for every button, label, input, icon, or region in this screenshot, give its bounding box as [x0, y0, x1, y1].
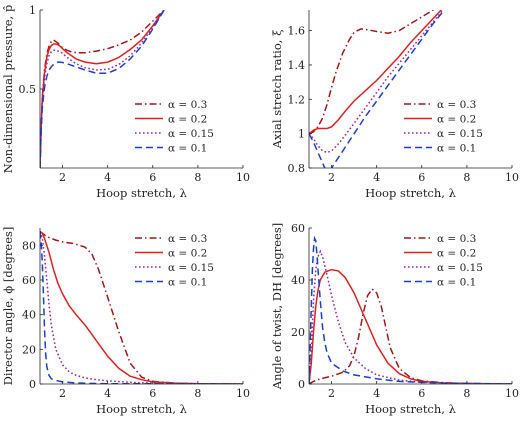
legend-director: α = 0.3 α = 0.2 α = 0.15 α = 0.1 — [135, 233, 214, 289]
legend-label: α = 0.1 — [168, 143, 207, 155]
legend-label: α = 0.1 — [437, 277, 476, 289]
legend-label: α = 0.1 — [437, 143, 476, 155]
y-tick-label: 0.8 — [288, 162, 306, 175]
x-tick-label: 6 — [418, 171, 425, 184]
x-axis-label: Hoop stretch, λ — [365, 402, 456, 416]
series-line-director-1 — [40, 230, 243, 384]
x-tick-label: 8 — [194, 171, 201, 184]
legend-label: α = 0.2 — [168, 248, 207, 260]
x-tick-label: 2 — [59, 387, 66, 400]
legend-label: α = 0.2 — [168, 114, 207, 126]
series-line-axial-1 — [309, 10, 443, 135]
x-tick-label: 10 — [236, 171, 250, 184]
legend-label: α = 0.15 — [437, 262, 483, 274]
y-tick-label: 60 — [22, 274, 36, 287]
series-line-pressure-2 — [40, 10, 165, 168]
y-tick-label: 20 — [291, 326, 305, 339]
legend-label: α = 0.2 — [437, 114, 476, 126]
y-axis-label: Non-dimensional pressure, p̂ — [1, 5, 15, 173]
series-line-twist-2 — [309, 249, 512, 384]
x-axis-label: Hoop stretch, λ — [96, 186, 187, 200]
legend-label: α = 0.1 — [168, 277, 207, 289]
legend-label: α = 0.3 — [168, 99, 207, 111]
series-line-axial-0 — [309, 10, 435, 135]
series-line-pressure-3 — [40, 10, 165, 168]
series-line-twist-1 — [309, 268, 512, 384]
x-tick-label: 6 — [149, 387, 156, 400]
legend-label: α = 0.3 — [437, 99, 476, 111]
legend-pressure: α = 0.3 α = 0.2 α = 0.15 α = 0.1 — [135, 99, 214, 155]
series-line-pressure-1 — [40, 10, 165, 168]
x-tick-label: 2 — [59, 171, 66, 184]
y-tick-label: 1.2 — [288, 93, 306, 106]
x-tick-label: 10 — [236, 387, 250, 400]
series-line-twist-3 — [309, 235, 512, 384]
y-axis-label: Director angle, ϕ [degrees] — [1, 227, 15, 386]
y-tick-label: 60 — [291, 222, 305, 235]
x-tick-label: 6 — [149, 171, 156, 184]
legend-label: α = 0.3 — [437, 233, 476, 245]
x-tick-label: 2 — [328, 171, 335, 184]
y-tick-label: 40 — [291, 274, 305, 287]
y-tick-label: 80 — [22, 239, 36, 252]
legend-label: α = 0.15 — [168, 128, 214, 140]
y-tick-label: 0 — [298, 378, 305, 391]
x-tick-label: 8 — [463, 171, 470, 184]
y-tick-label: 40 — [22, 309, 36, 322]
series-line-axial-3 — [309, 10, 445, 168]
y-tick-label: 0 — [29, 378, 36, 391]
x-tick-label: 8 — [194, 387, 201, 400]
x-axis-label: Hoop stretch, λ — [96, 402, 187, 416]
x-axis-label: Hoop stretch, λ — [365, 186, 456, 200]
legend-label: α = 0.2 — [437, 248, 476, 260]
chart-panel-axial: 2 4 6 8 10 0.8 1 1.2 1.4 1.6 Hoop stretch, λ Axial … — [270, 10, 519, 200]
y-axis-label: Axial stretch ratio, ξ — [270, 30, 284, 150]
chart-panel-pressure: 2 4 6 8 10 0.5 1 Hoop stretch, λ Non-dimensional… — [1, 4, 250, 200]
x-tick-label: 4 — [104, 171, 111, 184]
x-tick-label: 10 — [505, 171, 519, 184]
legend-label: α = 0.15 — [437, 128, 483, 140]
series-line-director-2 — [40, 231, 243, 384]
x-tick-label: 4 — [373, 387, 380, 400]
y-tick-label: 1.4 — [288, 59, 306, 72]
y-axis-label: Angle of twist, DH [degrees] — [270, 223, 284, 390]
series-line-director-3 — [40, 231, 243, 384]
legend-label: α = 0.15 — [168, 262, 214, 274]
y-tick-label: 1 — [298, 128, 305, 141]
x-tick-label: 4 — [104, 387, 111, 400]
x-tick-label: 8 — [463, 387, 470, 400]
y-tick-label: 20 — [22, 343, 36, 356]
legend-label: α = 0.3 — [168, 233, 207, 245]
x-tick-label: 2 — [328, 387, 335, 400]
x-tick-label: 6 — [418, 387, 425, 400]
chart-panel-twist: 2 4 6 8 10 0 20 40 60 Hoop stretch, λ Angle of twi… — [270, 222, 519, 416]
y-tick-label: 1.6 — [288, 25, 306, 38]
series-line-pressure-0 — [40, 10, 165, 168]
y-tick-label: 0.5 — [19, 83, 37, 96]
x-tick-label: 10 — [505, 387, 519, 400]
legend-axial: α = 0.3 α = 0.2 α = 0.15 α = 0.1 — [404, 99, 483, 155]
chart-panel-director: 2 4 6 8 10 0 20 40 60 80 Hoop stretch, λ Director a… — [1, 227, 250, 416]
legend-twist: α = 0.3 α = 0.2 α = 0.15 α = 0.1 — [404, 233, 483, 289]
x-tick-label: 4 — [373, 171, 380, 184]
series-line-twist-0 — [309, 287, 512, 384]
y-tick-label: 1 — [29, 4, 36, 17]
